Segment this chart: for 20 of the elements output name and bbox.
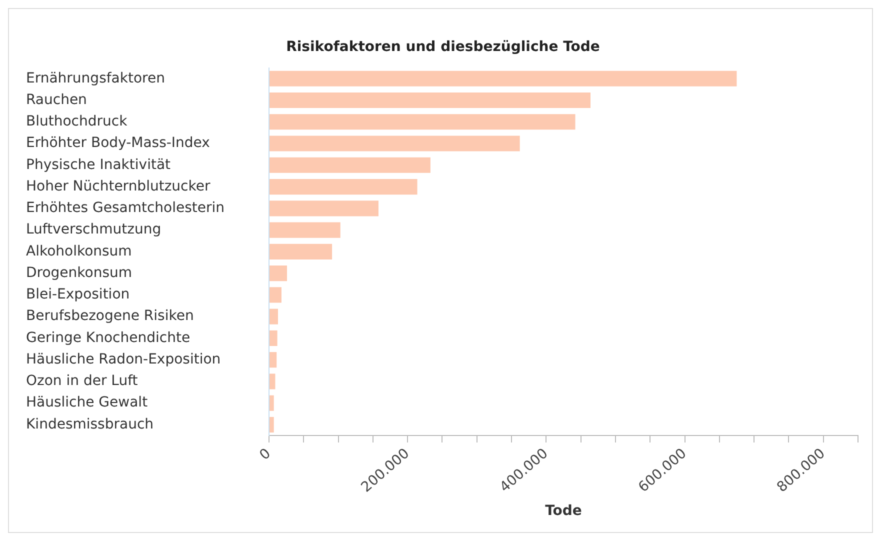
y-tick-label: Geringe Knochendichte (26, 330, 190, 346)
y-tick-label: Kindesmissbrauch (26, 416, 154, 432)
y-tick-label: Blei-Exposition (26, 286, 130, 303)
y-tick-label: Ozon in der Luft (26, 373, 138, 390)
y-tick-label: Erhöhter Body-Mass-Index (26, 135, 210, 152)
x-tick-label: 0 (256, 446, 274, 464)
y-tick-label: Physische Inaktivität (26, 156, 172, 173)
y-tick-label: Drogenkonsum (26, 264, 132, 281)
y-tick-label: Hoher Nüchternblutzucker (26, 178, 210, 194)
y-tick-label: Bluthochdruck (26, 114, 128, 130)
y-tick-label: Berufsbezogene Risiken (26, 308, 194, 324)
y-tick-label: Rauchen (26, 92, 87, 108)
y-tick-label: Luftverschmutzung (26, 222, 162, 238)
chart-title: Risikofaktoren und diesbezügliche Tode (286, 39, 600, 56)
y-tick-label: Häusliche Radon-Exposition (26, 351, 221, 368)
y-tick-label: Ernährungsfaktoren (26, 70, 165, 86)
x-axis-title: Tode (545, 503, 582, 520)
y-tick-label: Alkoholkonsum (26, 243, 132, 260)
y-tick-label: Häusliche Gewalt (26, 394, 148, 411)
y-tick-label: Erhöhtes Gesamtcholesterin (26, 200, 225, 216)
